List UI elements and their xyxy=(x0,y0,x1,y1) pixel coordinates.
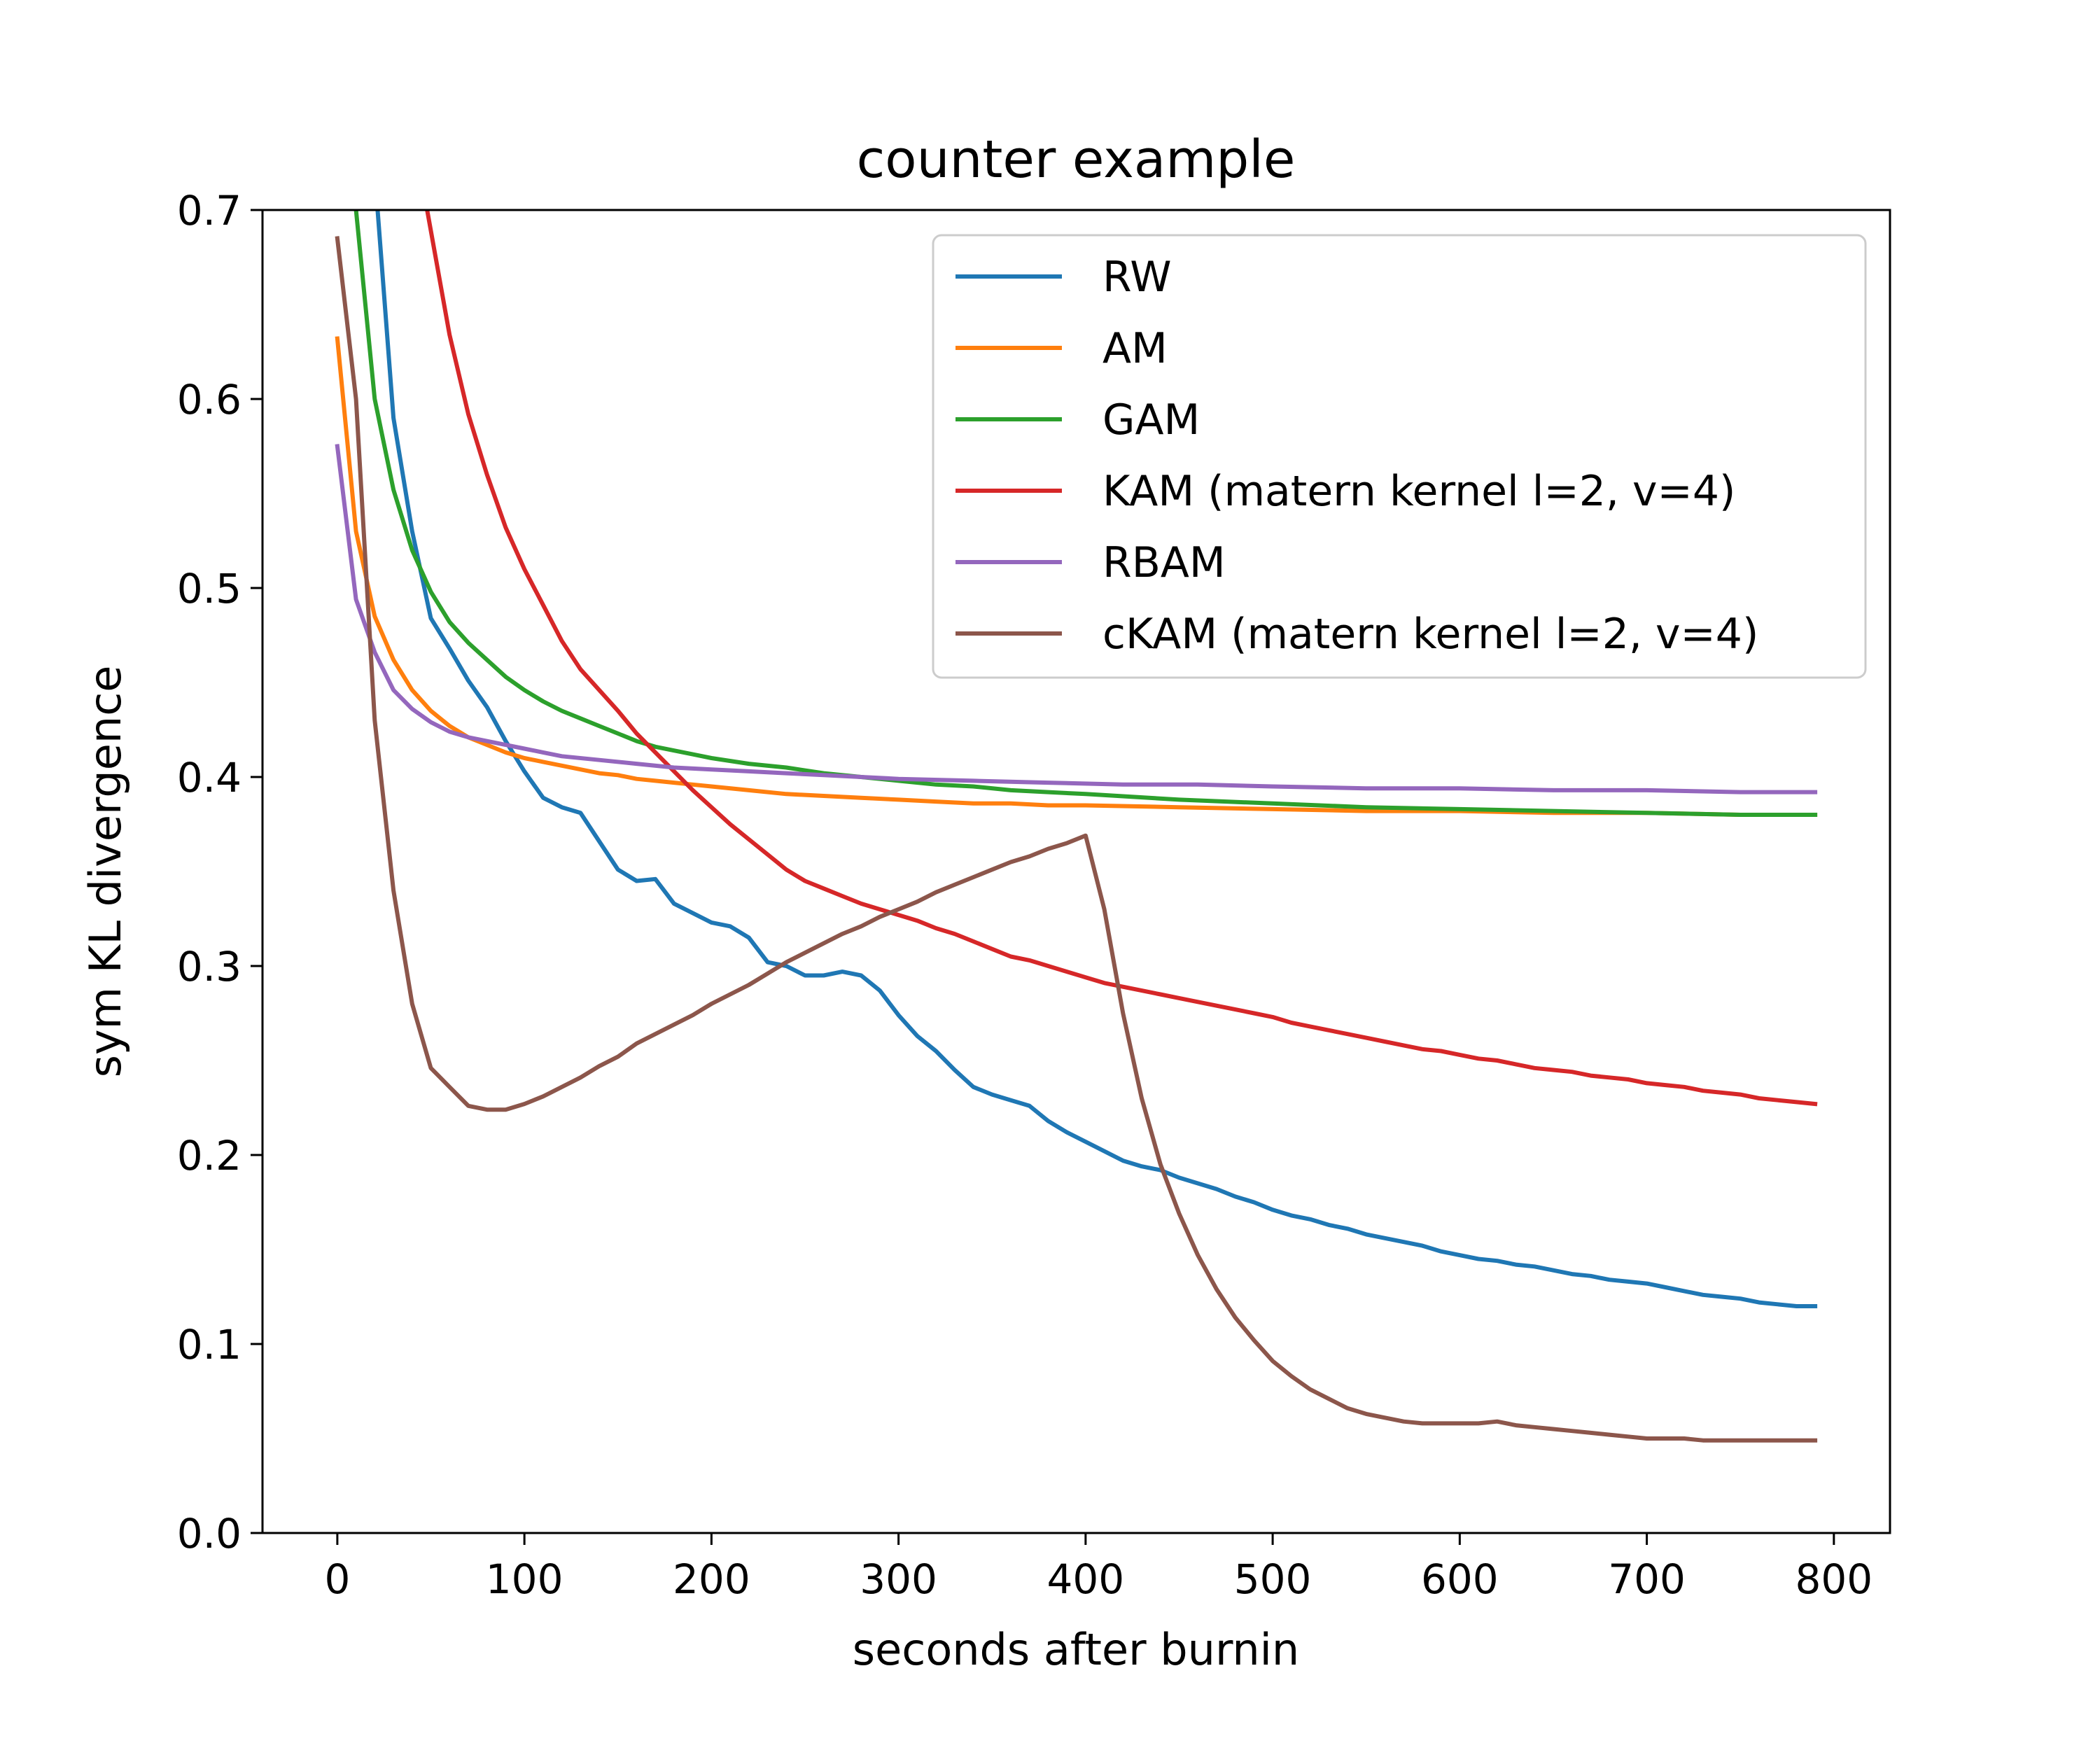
y-tick-label: 0.3 xyxy=(177,943,241,990)
series-line-4 xyxy=(335,444,1818,794)
x-axis-label: seconds after burnin xyxy=(853,1624,1299,1675)
x-tick-label: 400 xyxy=(1047,1555,1125,1603)
series-line-3 xyxy=(425,210,1818,1107)
legend-label: GAM xyxy=(1102,396,1200,444)
legend-label: RBAM xyxy=(1102,538,1226,587)
legend-label: AM xyxy=(1102,324,1168,373)
y-tick-label: 0.1 xyxy=(177,1321,241,1368)
x-tick-label: 300 xyxy=(860,1555,937,1603)
y-tick-label: 0.5 xyxy=(177,565,241,612)
x-tick-label: 600 xyxy=(1421,1555,1499,1603)
plot-frame xyxy=(261,209,1891,1534)
y-axis-label: sym KL divergence xyxy=(80,666,131,1078)
y-axis: 0.0 0.1 0.2 0.3 0.4 0.5 0.6 0.7 xyxy=(177,187,262,1558)
legend-frame xyxy=(932,234,1867,679)
x-tick-label: 700 xyxy=(1608,1555,1686,1603)
series-line-5 xyxy=(335,236,1818,1443)
y-tick-label: 0.4 xyxy=(177,754,241,802)
series-line-2 xyxy=(354,210,1818,817)
legend-label: cKAM (matern kernel l=2, v=4) xyxy=(1102,610,1758,659)
series-line-0 xyxy=(375,210,1818,1308)
legend-label: KAM (matern kernel l=2, v=4) xyxy=(1102,467,1735,516)
y-tick-label: 0.7 xyxy=(177,187,241,234)
x-tick-label: 0 xyxy=(324,1555,350,1603)
legend-label: RW xyxy=(1102,253,1172,302)
y-tick-label: 0.0 xyxy=(177,1510,241,1558)
y-tick-label: 0.6 xyxy=(177,376,241,424)
x-tick-label: 200 xyxy=(673,1555,750,1603)
x-tick-label: 100 xyxy=(486,1555,564,1603)
chart-title: counter example xyxy=(857,130,1296,190)
x-tick-label: 800 xyxy=(1795,1555,1872,1603)
series-layer xyxy=(335,210,1818,1443)
y-tick-label: 0.2 xyxy=(177,1132,241,1180)
series-line-1 xyxy=(335,336,1818,817)
legend: RW AM GAM KAM (matern kernel l=2, v=4) RBAM c… xyxy=(932,234,1867,679)
x-axis: 0 100 200 300 400 500 600 700 800 xyxy=(324,1533,1872,1603)
x-tick-label: 500 xyxy=(1234,1555,1312,1603)
